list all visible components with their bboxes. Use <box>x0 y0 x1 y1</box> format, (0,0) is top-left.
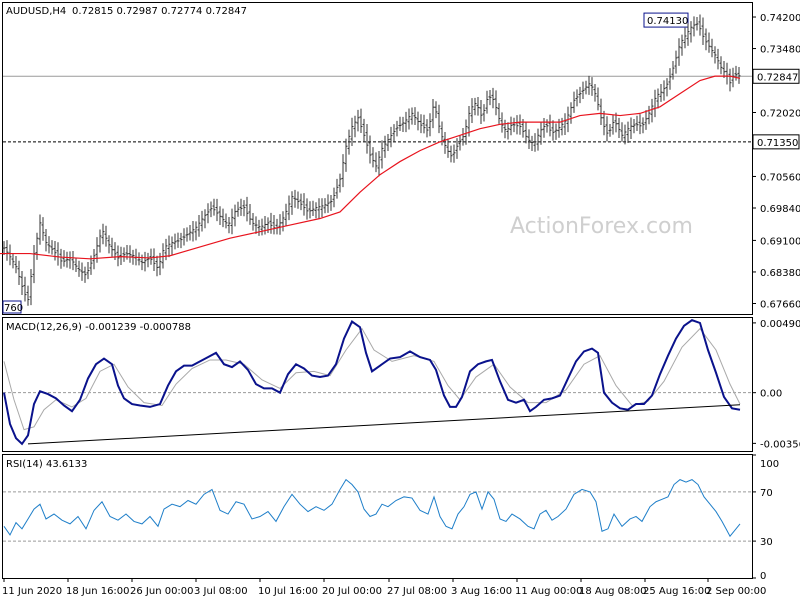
macd-tick-label: -0.003564 <box>760 439 800 450</box>
price-reference-lines: 0.74130 760 <box>2 12 752 314</box>
ohlc-label: 0.72815 0.72987 0.72774 0.72847 <box>72 6 247 17</box>
macd-tick-label: 0.00 <box>760 389 782 400</box>
signal-line <box>3 327 741 431</box>
rsi-tick-label: 30 <box>760 537 773 548</box>
low-annotation-label: 760 <box>4 303 23 314</box>
rsi-tick-label: 0 <box>760 571 766 582</box>
price-tick-label: 0.73480 <box>760 45 800 56</box>
rsi-tick-label: 70 <box>760 488 773 499</box>
price-tick-label: 0.74200 <box>760 13 800 24</box>
price-tick-label: 0.70560 <box>760 172 800 183</box>
macd-title: MACD(12,26,9) -0.001239 -0.000788 <box>6 322 191 333</box>
macd-layer: 0.004906 0.00 -0.003564 <box>3 319 800 450</box>
time-axis: 11 Jun 2020 18 Jun 16:00 26 Jun 00:00 3 Jul… <box>2 578 766 597</box>
support-price-box <box>752 134 800 150</box>
price-tick-label: 0.69100 <box>760 236 800 247</box>
macd-panel-frame <box>2 317 753 452</box>
time-tick-label: 25 Aug 16:00 <box>643 586 710 597</box>
rsi-tick-label: 100 <box>760 459 779 470</box>
price-tick-label: 0.68380 <box>760 268 800 279</box>
time-tick-label: 18 Aug 08:00 <box>579 586 646 597</box>
ma-line <box>0 75 741 260</box>
time-tick-label: 2 Sep 00:00 <box>706 586 766 597</box>
price-tick-label: 0.72020 <box>760 109 800 120</box>
rsi-line <box>3 478 741 538</box>
rsi-title: RSI(14) 43.6133 <box>6 459 87 470</box>
macd-tick-label: 0.004906 <box>760 319 800 330</box>
symbol-label: AUDUSD,H4 <box>6 6 66 17</box>
time-tick-label: 3 Jul 08:00 <box>194 586 248 597</box>
watermark-text: ActionForex.com <box>510 214 693 239</box>
moving-average-line <box>0 75 741 260</box>
price-tick-label: 0.69840 <box>760 204 800 215</box>
price-tick-label: 0.67660 <box>760 299 800 310</box>
time-tick-label: 27 Jul 08:00 <box>387 586 447 597</box>
time-tick-label: 10 Jul 16:00 <box>258 586 318 597</box>
rsi-layer: 100 70 30 0 <box>3 454 779 582</box>
high-annotation-label: 0.74130 <box>647 16 688 27</box>
high-annotation-box <box>643 12 689 28</box>
rsi-panel-frame <box>2 454 753 579</box>
macd-line <box>3 319 741 446</box>
price-axis: 0.74200 0.73480 0.72020 0.70560 0.69840 0.691… <box>752 13 800 310</box>
time-tick-label: 11 Jun 2020 <box>2 586 62 597</box>
macd-trendline <box>27 404 741 445</box>
low-annotation-box <box>2 300 22 314</box>
time-tick-label: 18 Jun 16:00 <box>66 586 130 597</box>
current-price-label: 0.72847 <box>757 72 798 83</box>
time-tick-label: 26 Jun 00:00 <box>130 586 194 597</box>
time-tick-label: 3 Aug 16:00 <box>451 586 512 597</box>
current-price-box <box>752 68 800 84</box>
price-panel-frame <box>2 2 753 315</box>
support-price-label: 0.71350 <box>757 138 798 149</box>
time-tick-label: 20 Jul 00:00 <box>322 586 382 597</box>
time-tick-label: 11 Aug 00:00 <box>515 586 582 597</box>
